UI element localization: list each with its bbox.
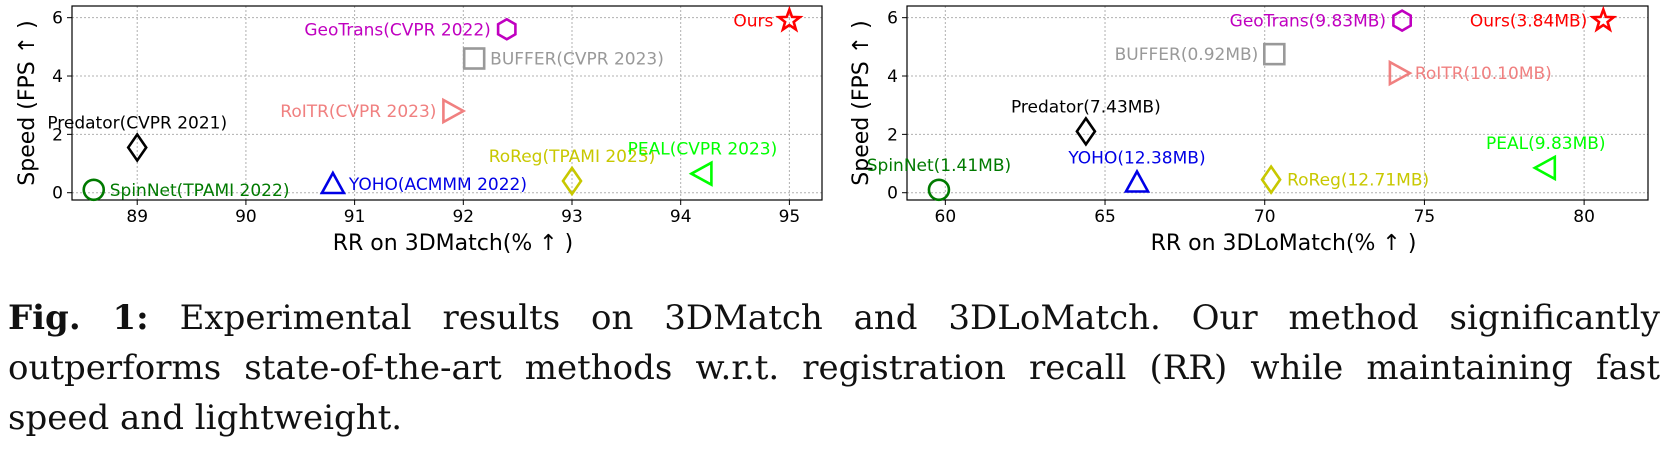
data-label-peal-cvpr-2023: PEAL(CVPR 2023) [628,140,778,160]
y-tick-label: 4 [887,67,898,87]
x-tick-label: 93 [561,207,583,227]
x-tick-label: 92 [452,207,474,227]
x-tick-label: 95 [779,207,801,227]
y-tick-label: 6 [52,9,63,29]
data-label-spinnet-1-41mb: SpinNet(1.41MB) [867,156,1011,176]
caption-label: Fig. 1: [8,298,149,338]
x-tick-label: 65 [1094,207,1116,227]
chart-panel-1: 89 90 91 92 93 94 95 0 2 4 6 RR on 3DMatch(% ↑ ) Spe… [15,5,823,256]
data-point-predator-cvpr-2021 [126,132,148,163]
data-point-spinnet-tpami-2022 [82,178,106,202]
data-point-buffer-cvpr-2023 [462,47,486,70]
y-tick-label: 2 [887,125,898,145]
y-tick-label: 2 [52,125,63,145]
x-axis-label: RR on 3DLoMatch(% ↑ ) [1151,231,1417,256]
figure-panels: 89 90 91 92 93 94 95 0 2 4 6 RR on 3DMatch(% ↑ ) Spe… [15,5,1649,256]
data-label-roitr-10-10mb: RoITR(10.10MB) [1415,64,1552,84]
data-label-yoho-12-38mb: YOHO(12.38MB) [1067,148,1205,168]
data-label-buffer-cvpr-2023: BUFFER(CVPR 2023) [490,50,664,70]
x-tick-label: 94 [670,207,692,227]
data-point-roitr-cvpr-2023 [442,97,467,125]
data-point-geotrans-9-83mb [1392,9,1412,33]
data-point-spinnet-1-41mb [927,178,951,202]
data-point-yoho-12-38mb [1123,168,1151,193]
data-point-yoho-acmmm-2022 [319,170,347,195]
data-point-roreg-tpami-2023 [561,165,583,197]
data-label-predator-cvpr-2021: Predator(CVPR 2021) [47,113,227,133]
x-tick-label: 91 [344,207,366,227]
x-tick-label: 80 [1573,207,1595,227]
data-label-geotrans-9-83mb: GeoTrans(9.83MB) [1230,12,1386,32]
data-point-peal-9-83mb [1532,154,1557,182]
y-axis-label: Speed (FPS ↑ ) [15,20,40,185]
y-axis-label: Speed (FPS ↑ ) [849,20,874,185]
x-tick-label: 89 [126,207,148,227]
data-point-roreg-12-71mb [1260,164,1282,195]
data-point-buffer-0-92mb [1263,42,1286,66]
x-axis-label: RR on 3DMatch(% ↑ ) [333,231,574,256]
data-point-geotrans-cvpr-2022 [496,17,517,41]
x-tick-label: 75 [1414,207,1436,227]
x-tick-label: 70 [1254,207,1276,227]
plot-frame [906,5,1649,201]
data-label-peal-9-83mb: PEAL(9.83MB) [1486,134,1606,154]
data-point-peal-cvpr-2023 [688,160,713,187]
data-point-predator-7-43mb [1075,116,1097,147]
data-label-ours-3-84mb: Ours(3.84MB) [1470,12,1587,32]
x-tick-label: 90 [235,207,257,227]
data-label-buffer-0-92mb: BUFFER(0.92MB) [1115,45,1259,65]
y-tick-label: 4 [52,67,63,87]
chart-panel-2: 60 65 70 75 80 0 2 4 6 RR on 3DLoMatch(% ↑ ) Speed… [849,5,1649,256]
data-label-roreg-tpami-2023: RoReg(TPAMI 2023) [489,147,656,167]
data-point-ours-3-84mb [1589,5,1618,33]
y-tick-label: 0 [52,184,63,204]
data-label-yoho-acmmm-2022: YOHO(ACMMM 2022) [348,175,527,195]
x-tick-label: 60 [935,207,957,227]
data-label-predator-7-43mb: Predator(7.43MB) [1011,97,1161,117]
data-label-roitr-cvpr-2023: RoITR(CVPR 2023) [280,102,436,122]
data-point-roitr-10-10mb [1388,59,1413,87]
data-label-ours: Ours [733,12,773,32]
y-tick-label: 6 [887,9,898,29]
data-label-spinnet-tpami-2022: SpinNet(TPAMI 2022) [110,181,290,201]
plot-frame [71,5,823,201]
figure-caption: Fig. 1: Experimental results on 3DMatch … [8,293,1660,443]
data-point-ours [775,5,804,33]
data-label-geotrans-cvpr-2022: GeoTrans(CVPR 2022) [304,20,490,40]
caption-text: Experimental results on 3DMatch and 3DLo… [8,298,1660,438]
y-tick-label: 0 [887,184,898,204]
data-label-roreg-12-71mb: RoReg(12.71MB) [1287,171,1429,191]
